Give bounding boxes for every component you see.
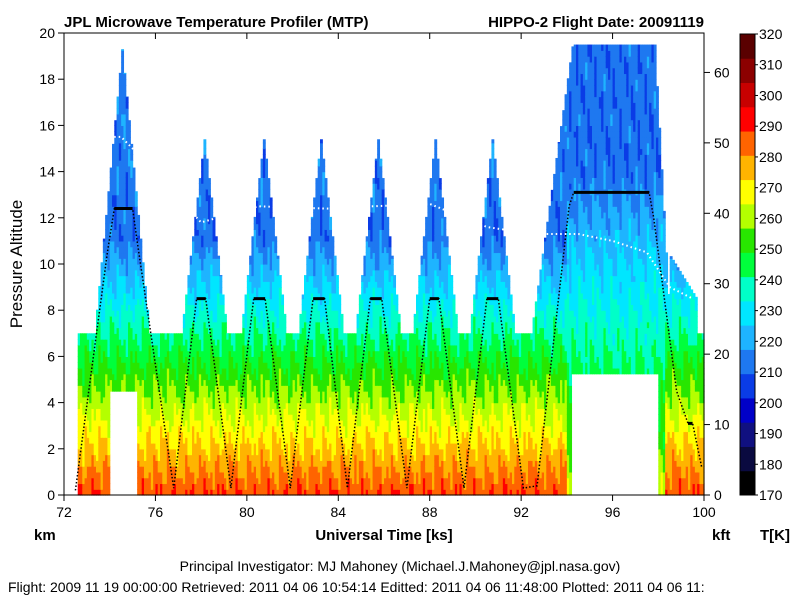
colorbar-frame [739,33,756,496]
colorbar-tick-label: 230 [759,303,783,319]
colorbar-swatch [740,470,755,496]
colorbar-swatch [740,276,755,302]
x-tick-label: 100 [692,504,716,520]
y-tick-label: 12 [39,210,55,226]
colorbar-tick-label: 320 [759,26,783,42]
y-tick-label: 20 [39,25,55,41]
km-unit-label: km [34,527,56,544]
chart-title: JPL Microwave Temperature Profiler (MTP) [64,14,369,31]
colorbar-swatch [740,228,755,253]
y2-tick-label: 10 [714,417,730,433]
colorbar-swatch [740,252,755,278]
colorbar-tick-label: 210 [759,364,783,380]
y2-tick-label: 30 [714,276,730,292]
x-tick-label: 76 [148,504,164,520]
colorbar-swatch [740,373,755,399]
colorbar-tick-label: 300 [759,87,783,103]
y2-tick-label: 0 [714,487,722,503]
colorbar-swatch [740,106,755,132]
y2-tick-label: 40 [714,205,730,221]
y-axis-label: Pressure Altitude [7,200,26,329]
colorbar-tick-label: 220 [759,333,783,349]
x-tick-label: 72 [56,504,72,520]
x-tick-label: 80 [239,504,255,520]
colorbar-swatch [740,58,755,84]
colorbar-tick-label: 260 [759,210,783,226]
y-tick-label: 6 [47,348,55,364]
x-axis: 72 76 80 84 88 92 96 100 [56,33,716,520]
colorbar-tick-label: 310 [759,57,783,73]
colorbar-swatch [740,300,755,326]
colorbar-tick-label: 190 [759,426,783,442]
y-tick-label: 2 [47,441,55,457]
investigator-credit: Principal Investigator: MJ Mahoney (Mich… [180,558,621,574]
x-tick-label: 88 [422,504,438,520]
y-axis-km: 0 2 4 6 8 10 12 14 16 18 20 [39,25,64,503]
colorbar-tick-label: 250 [759,241,783,257]
flight-date-label: HIPPO-2 Flight Date: 20091119 [488,14,704,31]
colorbar-tick-label: 200 [759,395,783,411]
y-tick-label: 18 [39,71,55,87]
colorbar-swatch [740,131,755,156]
y-tick-label: 0 [47,487,55,503]
colorbar-swatch [740,82,755,108]
x-tick-label: 84 [330,504,346,520]
y-tick-label: 16 [39,117,55,133]
y-tick-label: 8 [47,302,55,318]
colorbar-tick-label: 180 [759,456,783,472]
y2-tick-label: 50 [714,135,730,151]
x-tick-label: 96 [605,504,621,520]
colorbar-tick-label: 280 [759,149,783,165]
y2-tick-label: 20 [714,346,730,362]
y-tick-label: 14 [39,164,55,180]
colorbar-tick-label: 270 [759,180,783,196]
processing-timestamps: Flight: 2009 11 19 00:00:00 Retrieved: 2… [8,579,705,595]
colorbar-swatch [740,203,755,229]
y-tick-label: 4 [47,395,55,411]
colorbar-tick-label: 290 [759,118,783,134]
x-axis-label: Universal Time [ks] [315,527,452,544]
flight-track [74,135,703,491]
colorbar-tick-label: 240 [759,272,783,288]
colorbar-swatch [740,155,755,181]
y-axis-kft: 0 10 20 30 40 50 60 [704,64,730,503]
temperature-colorbar: 170 180 190 200 210 220 230 240 250 260 270 280 290 3… [739,26,783,503]
x-tick-label: 92 [513,504,529,520]
temperature-curtain [77,44,705,496]
y-tick-label: 10 [39,256,55,272]
y2-tick-label: 60 [714,64,730,80]
kft-unit-label: kft [712,527,730,544]
colorbar-swatch [740,179,755,205]
colorbar-swatch [740,397,755,423]
colorbar-swatch [740,422,755,447]
colorbar-swatch [740,349,755,375]
colorbar-tick-label: 170 [759,487,783,503]
colorbar-swatch [740,325,755,350]
kelvin-unit-label: T[K] [760,527,790,544]
colorbar-swatch [740,446,755,472]
colorbar-swatch [740,34,755,59]
tropopause-line [109,135,694,300]
